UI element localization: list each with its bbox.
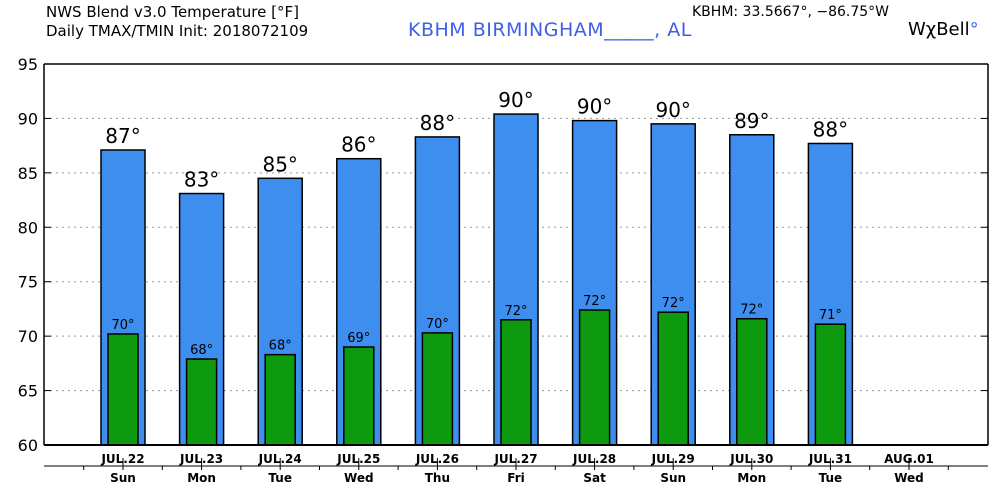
x-date-label: JUL.29 bbox=[651, 452, 695, 466]
tmax-label: 88° bbox=[813, 117, 848, 141]
chart-title-line2: Daily TMAX/TMIN Init: 2018072109 bbox=[46, 22, 309, 40]
value-labels: 87° 70° 83° 68° 85° 68° 86° 69° 88° 70° 90° 72° 90° 7… bbox=[105, 88, 848, 358]
tmin-label: 72° bbox=[504, 304, 527, 319]
x-day-label: Mon bbox=[187, 471, 216, 485]
tmin-bar bbox=[814, 323, 847, 446]
tmin-label: 69° bbox=[347, 331, 370, 346]
tmin-bar bbox=[500, 319, 532, 446]
x-day-label: Wed bbox=[894, 471, 924, 485]
tmin-bar bbox=[657, 311, 689, 446]
y-tick-label: 75 bbox=[18, 273, 38, 292]
tmin-bar bbox=[421, 332, 454, 446]
tmax-label: 90° bbox=[577, 95, 612, 119]
x-date-label: JUL.31 bbox=[808, 452, 852, 466]
y-tick-label: 95 bbox=[18, 55, 38, 74]
x-day-label: Sun bbox=[660, 471, 686, 485]
tmax-label: 83° bbox=[184, 168, 219, 192]
tmin-label: 72° bbox=[740, 303, 763, 318]
tmin-bar bbox=[185, 358, 218, 446]
tmax-label: 85° bbox=[262, 152, 297, 176]
x-day-label: Sun bbox=[110, 471, 136, 485]
x-date-label: AUG.01 bbox=[884, 452, 934, 466]
tmin-label: 68° bbox=[269, 339, 292, 354]
brand-logo: WχBell° bbox=[908, 19, 979, 40]
bars bbox=[100, 113, 854, 446]
x-date-label: JUL.30 bbox=[729, 452, 773, 466]
y-tick-label: 80 bbox=[18, 218, 38, 237]
tmax-label: 88° bbox=[420, 111, 455, 135]
brand-dot-icon: ° bbox=[969, 19, 979, 40]
y-tick-label: 90 bbox=[18, 109, 38, 128]
station-coordinates: KBHM: 33.5667°, −86.75°W bbox=[692, 4, 890, 20]
tmin-bar bbox=[343, 346, 375, 446]
tmin-label: 71° bbox=[819, 308, 842, 323]
tmax-label: 90° bbox=[498, 88, 533, 112]
chart-title-line1: NWS Blend v3.0 Temperature [°F] bbox=[46, 3, 299, 21]
y-tick-label: 60 bbox=[18, 436, 38, 455]
x-date-label: JUL.28 bbox=[572, 452, 616, 466]
x-day-label: Sat bbox=[583, 471, 606, 485]
tmax-label: 86° bbox=[341, 133, 376, 157]
tmin-label: 72° bbox=[583, 294, 606, 309]
brand-text: WχBell bbox=[908, 19, 970, 40]
x-day-label: Fri bbox=[507, 471, 524, 485]
x-date-label: JUL.23 bbox=[179, 452, 223, 466]
y-tick-label: 70 bbox=[18, 327, 38, 346]
tmax-label: 87° bbox=[105, 124, 140, 148]
x-date-label: JUL.26 bbox=[415, 452, 459, 466]
tmin-bar bbox=[264, 353, 296, 446]
x-date-label: JUL.27 bbox=[493, 452, 537, 466]
tmin-label: 70° bbox=[111, 318, 134, 333]
x-day-label: Tue bbox=[268, 471, 292, 485]
x-date-label: JUL.25 bbox=[336, 452, 380, 466]
tmin-label: 70° bbox=[426, 317, 449, 332]
x-day-label: Wed bbox=[344, 471, 374, 485]
tmin-bar bbox=[578, 309, 611, 446]
y-tick-label: 85 bbox=[18, 164, 38, 183]
x-date-label: JUL.24 bbox=[258, 452, 302, 466]
x-day-label: Thu bbox=[425, 471, 450, 485]
x-day-label: Tue bbox=[819, 471, 843, 485]
tmax-label: 90° bbox=[655, 98, 690, 122]
tmax-label: 89° bbox=[734, 109, 769, 133]
tmin-bar bbox=[736, 317, 768, 446]
tmin-label: 68° bbox=[190, 343, 213, 358]
x-date-label: JUL.22 bbox=[100, 452, 144, 466]
axes: 60 65 70 75 80 85 90 95 JUL.22 Sun JUL.23 Mon JUL.24… bbox=[18, 55, 989, 485]
x-day-label: Mon bbox=[737, 471, 766, 485]
y-tick-label: 65 bbox=[18, 382, 38, 401]
tmin-label: 72° bbox=[662, 296, 685, 311]
tmin-bar bbox=[107, 333, 139, 446]
station-name: KBHM BIRMINGHAM_____, AL bbox=[408, 19, 692, 41]
